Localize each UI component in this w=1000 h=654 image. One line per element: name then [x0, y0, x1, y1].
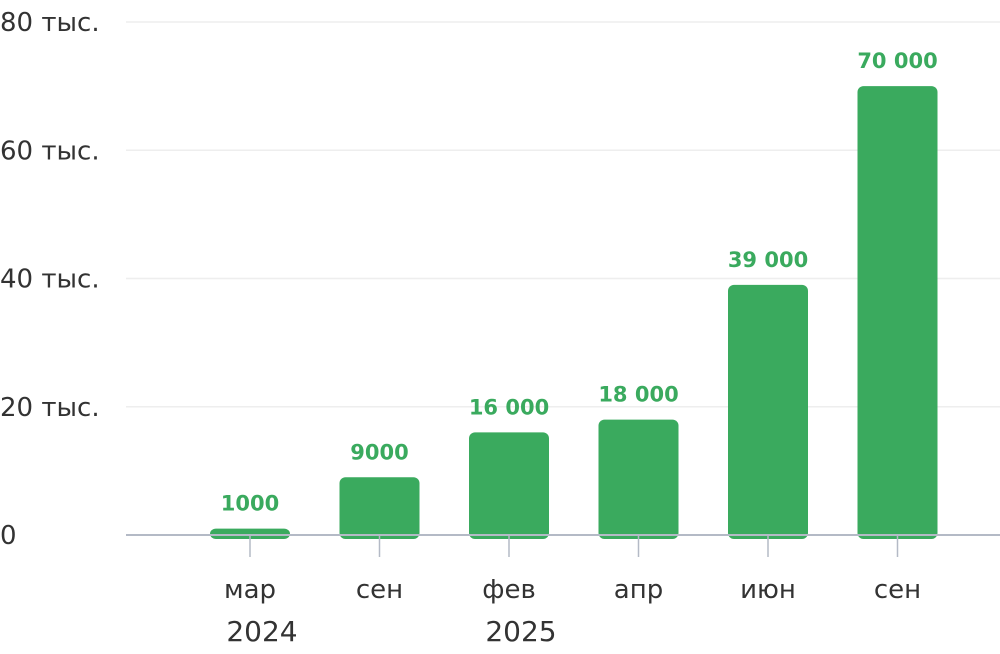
x-tick-label: мар: [224, 575, 276, 605]
x-tick-label: сен: [356, 575, 403, 605]
bar-value-label: 39 000: [728, 248, 808, 272]
y-tick-label: 40 тыс.: [0, 265, 100, 295]
bar: [339, 477, 420, 539]
bar-value-labels: 1000 9000 16 000 18 000 39 000 70 000: [221, 49, 938, 515]
bar-value-label: 70 000: [857, 49, 937, 73]
bar-value-label: 18 000: [598, 383, 678, 407]
bar-value-label: 1000: [221, 492, 279, 516]
bar: [598, 419, 679, 539]
bars: [210, 86, 938, 539]
y-tick-label: 60 тыс.: [0, 136, 100, 166]
bar: [469, 432, 549, 539]
y-tick-label: 80 тыс.: [0, 8, 100, 38]
bar: [210, 528, 290, 539]
bar-value-label: 16 000: [469, 395, 549, 419]
bar: [857, 86, 938, 539]
bar-value-label: 9000: [350, 440, 408, 464]
year-label: 2024: [226, 615, 297, 648]
bar: [728, 284, 808, 539]
x-tick-label: фев: [482, 575, 536, 605]
x-tick-label: апр: [614, 575, 663, 605]
y-tick-label: 20 тыс.: [0, 393, 100, 423]
y-tick-label: 0: [0, 521, 17, 551]
x-tick-label: июн: [740, 575, 796, 605]
gridlines: [126, 21, 1000, 408]
y-axis-ticks: 0 20 тыс. 40 тыс. 60 тыс. 80 тыс.: [0, 8, 100, 551]
year-label: 2025: [485, 615, 556, 648]
x-tick-label: сен: [874, 575, 921, 605]
x-axis-ticks: мар сен фев апр июн сен 2024 2025: [224, 535, 921, 648]
